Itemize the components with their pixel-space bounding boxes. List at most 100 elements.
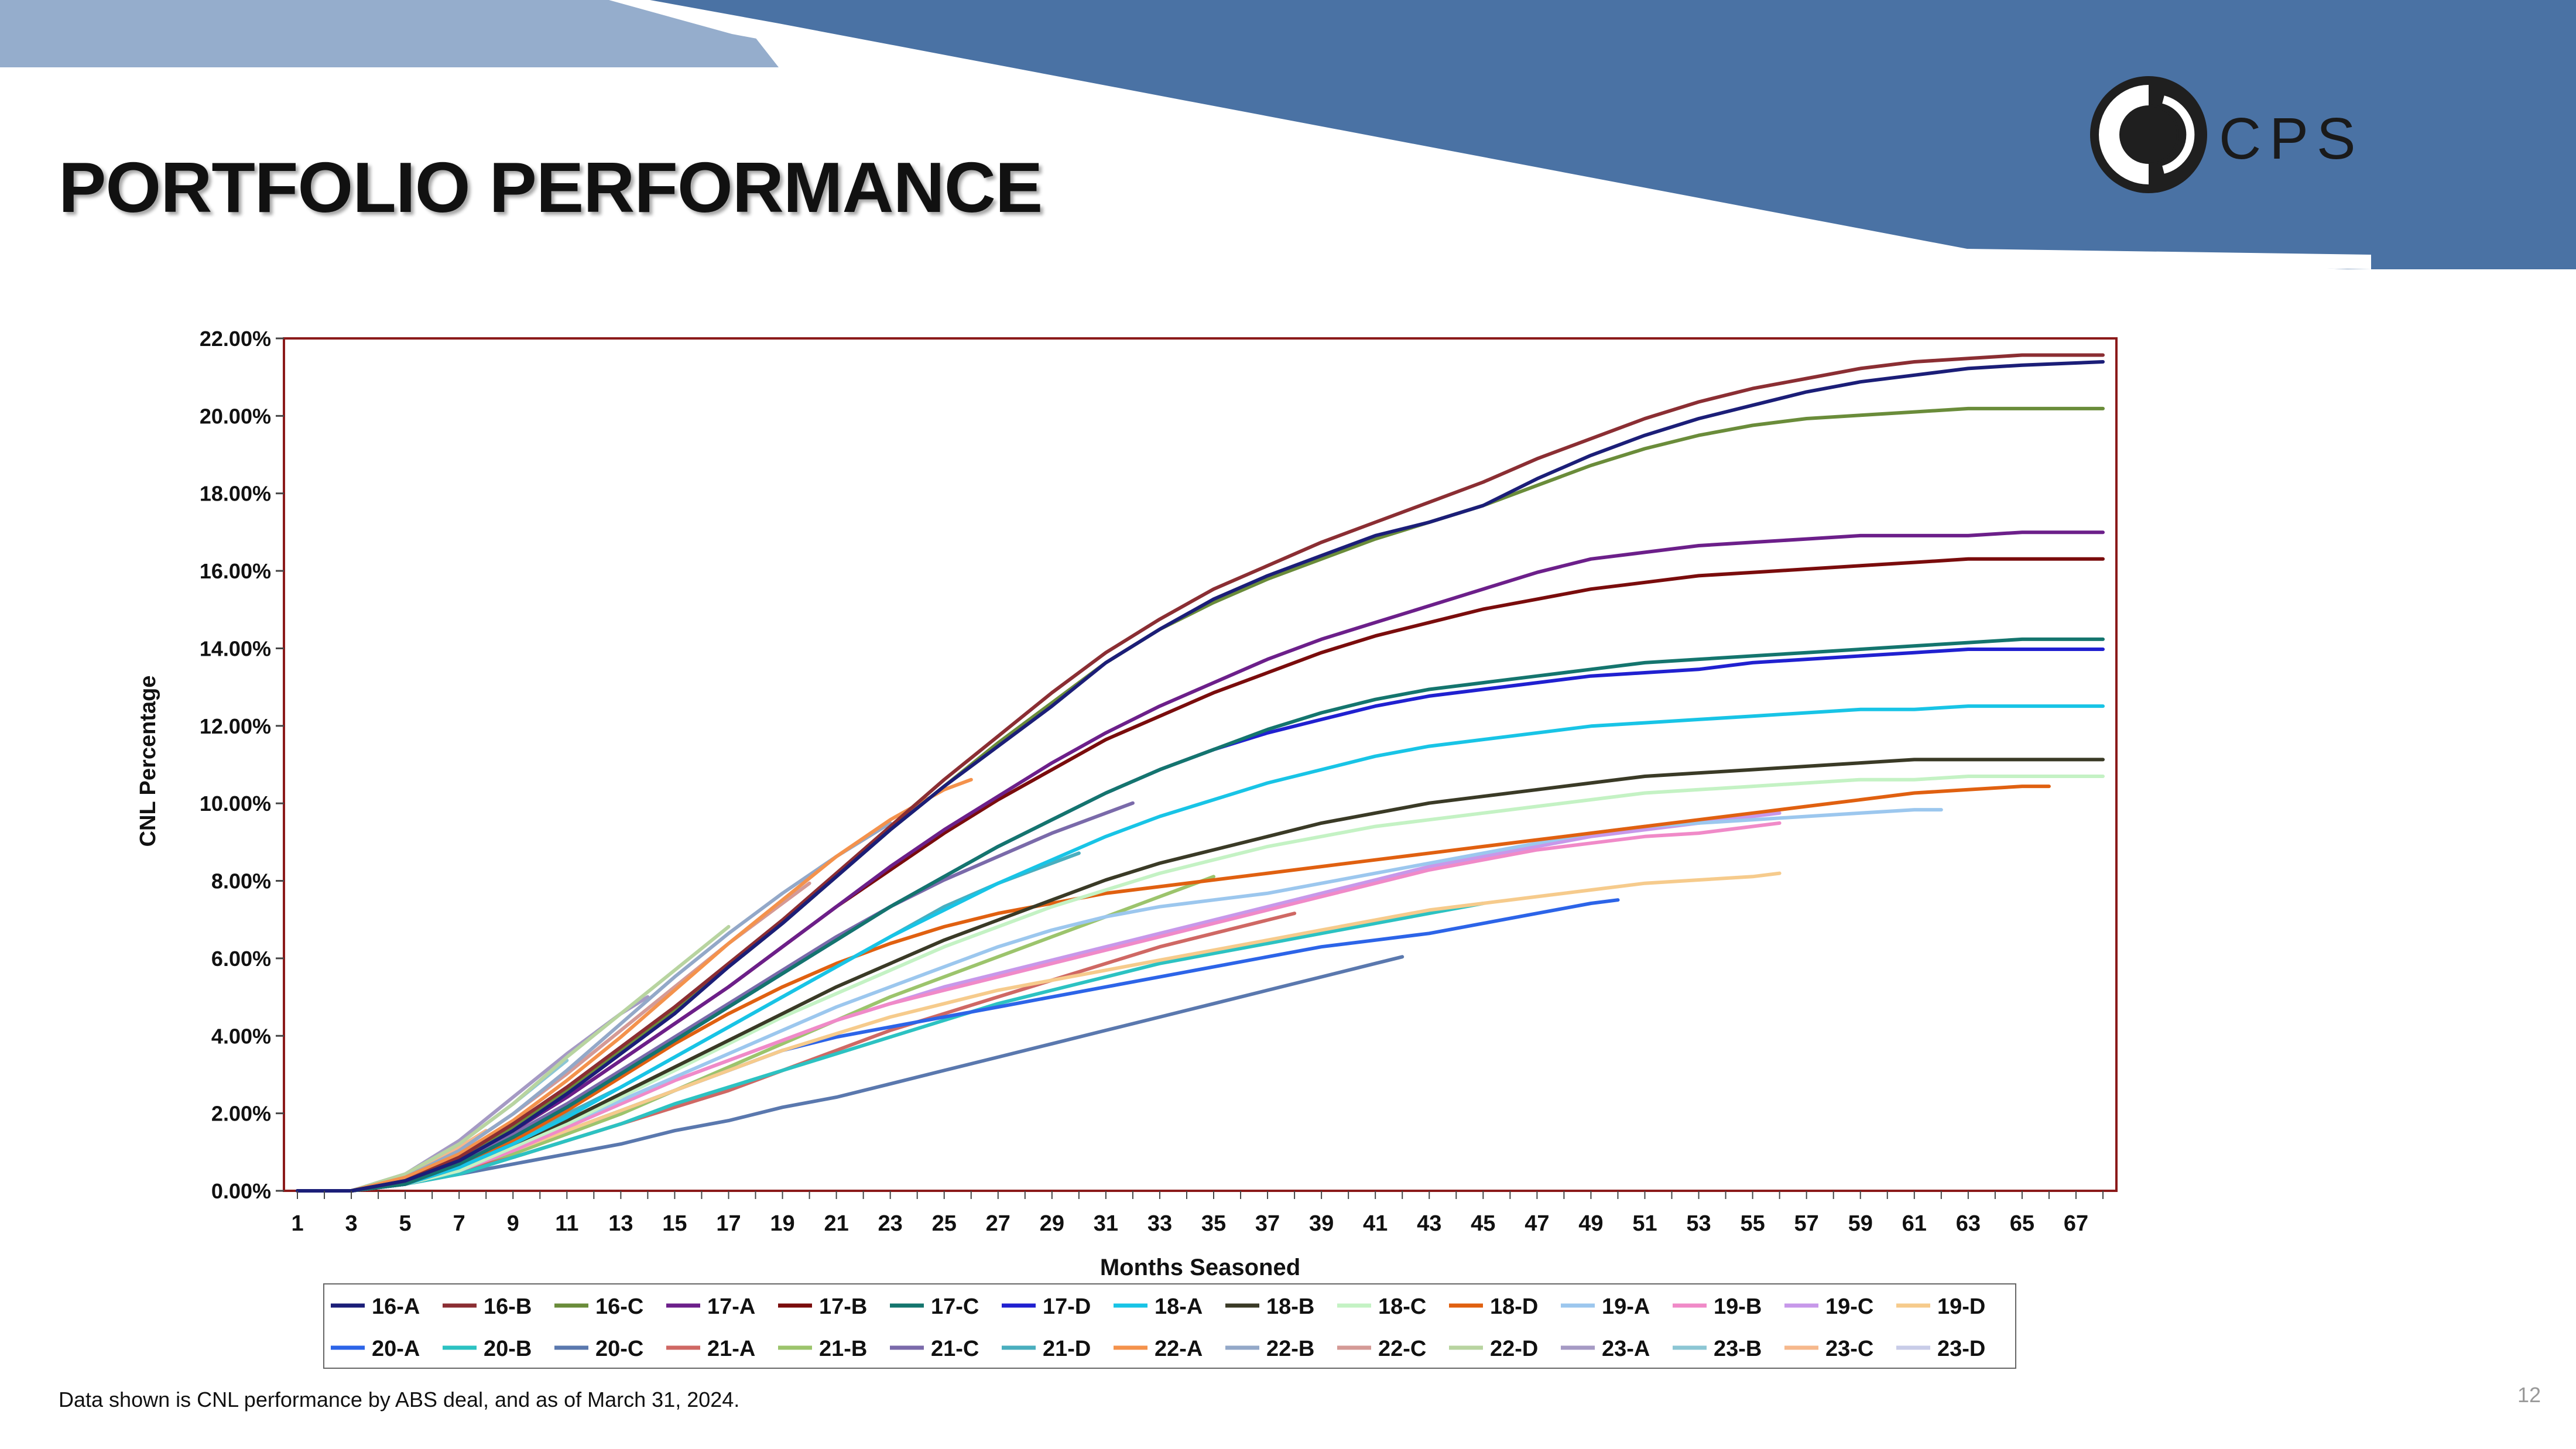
x-tick-label: 13 (608, 1211, 633, 1236)
series-line-17-c (296, 637, 2105, 1193)
x-tick-label: 27 (986, 1211, 1010, 1236)
x-tick-label: 39 (1309, 1211, 1334, 1236)
x-tick-label: 1 (291, 1211, 303, 1236)
legend-label: 19-A (1602, 1294, 1650, 1319)
y-tick-label: 20.00% (200, 404, 271, 428)
series-line-20-c (296, 955, 1405, 1193)
series-line-16-a (296, 360, 2105, 1193)
y-tick-label: 6.00% (211, 947, 271, 971)
legend-label: 16-C (595, 1294, 643, 1319)
x-tick-label: 5 (399, 1211, 412, 1236)
x-tick-label: 7 (453, 1211, 465, 1236)
x-tick-label: 3 (345, 1211, 358, 1236)
legend-label: 20-C (595, 1337, 643, 1361)
x-tick-label: 21 (824, 1211, 848, 1236)
x-tick-label: 53 (1686, 1211, 1711, 1236)
y-tick-label: 4.00% (211, 1024, 271, 1048)
legend-label: 18-C (1378, 1294, 1426, 1319)
x-tick-label: 23 (878, 1211, 903, 1236)
legend-label: 17-B (819, 1294, 867, 1319)
x-tick-label: 17 (716, 1211, 741, 1236)
series-line-18-c (296, 775, 2105, 1193)
legend-label: 19-D (1937, 1294, 1985, 1319)
y-tick-label: 2.00% (211, 1102, 271, 1126)
legend-label: 22-D (1490, 1337, 1538, 1361)
banner-light-band (0, 0, 779, 67)
x-tick-label: 11 (555, 1211, 578, 1236)
legend-label: 22-A (1155, 1337, 1203, 1361)
x-tick-label: 31 (1094, 1211, 1118, 1236)
x-tick-label: 55 (1740, 1211, 1765, 1236)
legend-label: 16-A (372, 1294, 420, 1319)
legend-label: 21-B (819, 1337, 867, 1361)
legend-label: 16-B (484, 1294, 532, 1319)
y-axis-ticks: 0.00% 2.00% 4.00% 6.00% 8.00% 10.00% 12.00% 14.… (200, 327, 284, 1203)
legend: 16-A 16-B 16-C 17-A 17-B 17-C 17-D 18-A 18-B 18-C… (331, 1294, 1985, 1361)
x-tick-label: 19 (770, 1211, 794, 1236)
x-tick-label: 35 (1201, 1211, 1226, 1236)
legend-label: 17-D (1043, 1294, 1091, 1319)
x-tick-label: 45 (1471, 1211, 1495, 1236)
y-tick-label: 22.00% (200, 327, 271, 351)
legend-label: 20-B (484, 1337, 532, 1361)
legend-box (323, 1283, 2016, 1369)
legend-label: 19-B (1714, 1294, 1762, 1319)
y-axis-label: CNL Percentage (136, 676, 160, 847)
x-tick-label: 57 (1794, 1211, 1819, 1236)
y-tick-label: 0.00% (211, 1179, 271, 1203)
legend-label: 21-C (931, 1337, 979, 1361)
y-tick-label: 18.00% (200, 482, 271, 506)
series-line-20-b (296, 902, 1485, 1193)
x-tick-label: 61 (1902, 1211, 1927, 1236)
series-line-18-b (296, 758, 2105, 1193)
x-tick-label: 41 (1363, 1211, 1388, 1236)
x-tick-label: 67 (2064, 1211, 2088, 1236)
header-banner (0, 0, 2576, 269)
y-tick-label: 16.00% (200, 559, 271, 583)
x-axis-label: Months Seasoned (1100, 1255, 1300, 1280)
x-tick-label: 63 (1956, 1211, 1981, 1236)
x-tick-label: 29 (1040, 1211, 1064, 1236)
banner-white-stripe (609, 0, 2371, 269)
page-title: PORTFOLIO PERFORMANCE (59, 148, 1043, 227)
legend-label: 21-D (1043, 1337, 1091, 1361)
series-line-18-d (296, 785, 2051, 1193)
footnote: Data shown is CNL performance by ABS dea… (59, 1388, 740, 1412)
legend-label: 23-C (1825, 1337, 1873, 1361)
series-line-19-d (296, 871, 1782, 1193)
legend-label: 22-B (1266, 1337, 1314, 1361)
legend-label: 19-C (1825, 1294, 1873, 1319)
series-layer (296, 353, 2105, 1193)
y-tick-label: 12.00% (200, 714, 271, 738)
y-tick-label: 10.00% (200, 792, 271, 816)
series-line-17-a (296, 530, 2105, 1193)
legend-label: 23-A (1602, 1337, 1650, 1361)
logo-text: CPS (2219, 106, 2364, 172)
x-tick-label: 65 (2010, 1211, 2034, 1236)
x-tick-label: 43 (1417, 1211, 1441, 1236)
page-number: 12 (2517, 1383, 2541, 1407)
series-line-18-a (296, 704, 2105, 1193)
x-tick-label: 47 (1525, 1211, 1549, 1236)
legend-label: 22-C (1378, 1337, 1426, 1361)
y-tick-label: 8.00% (211, 869, 271, 893)
x-tick-label: 15 (662, 1211, 687, 1236)
legend-label: 17-A (707, 1294, 755, 1319)
legend-label: 23-B (1714, 1337, 1762, 1361)
legend-label: 18-B (1266, 1294, 1314, 1319)
x-tick-label: 9 (507, 1211, 519, 1236)
x-tick-label: 59 (1848, 1211, 1873, 1236)
legend-label: 21-A (707, 1337, 755, 1361)
x-tick-label: 25 (932, 1211, 957, 1236)
series-line-19-b (296, 821, 1782, 1193)
x-axis-ticks: 1 3 5 7 9 11 13 15 17 19 21 23 25 27 29 31 33 35 37 39 41 43 4… (291, 1191, 2104, 1236)
x-tick-label: 51 (1632, 1211, 1657, 1236)
legend-label: 23-D (1937, 1337, 1985, 1361)
legend-label: 17-C (931, 1294, 979, 1319)
cps-logo-icon (2090, 76, 2207, 193)
x-tick-label: 33 (1147, 1211, 1172, 1236)
legend-label: 18-A (1155, 1294, 1203, 1319)
legend-label: 20-A (372, 1337, 420, 1361)
series-line-16-b (296, 353, 2105, 1193)
